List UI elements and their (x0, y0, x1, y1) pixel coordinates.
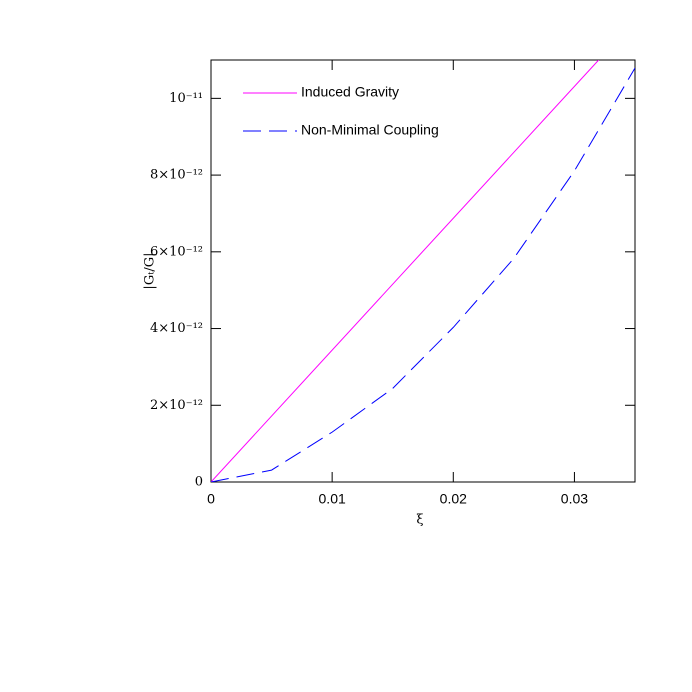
y-tick-label: 8×10⁻¹² (150, 168, 203, 183)
y-tick-label: 10⁻¹¹ (169, 91, 203, 106)
plot-frame (210, 59, 636, 483)
y-tick-label: 6×10⁻¹² (150, 244, 203, 259)
legend-label: Non-Minimal Coupling (301, 122, 439, 138)
y-tick-label: 2×10⁻¹² (150, 398, 203, 413)
x-axis-label: ξ (416, 513, 423, 528)
y-axis-label: |Gₜ/G| (143, 252, 158, 289)
x-tick-label: 0 (207, 491, 215, 507)
x-tick-label: 0.01 (319, 491, 346, 507)
x-tick-label: 0.03 (561, 491, 588, 507)
legend-label: Induced Gravity (301, 84, 399, 100)
series-line (211, 67, 635, 482)
x-tick-label: 0.02 (440, 491, 467, 507)
y-tick-label: 4×10⁻¹² (150, 321, 203, 336)
y-tick-label: 0 (195, 475, 203, 490)
series-line (211, 60, 600, 482)
